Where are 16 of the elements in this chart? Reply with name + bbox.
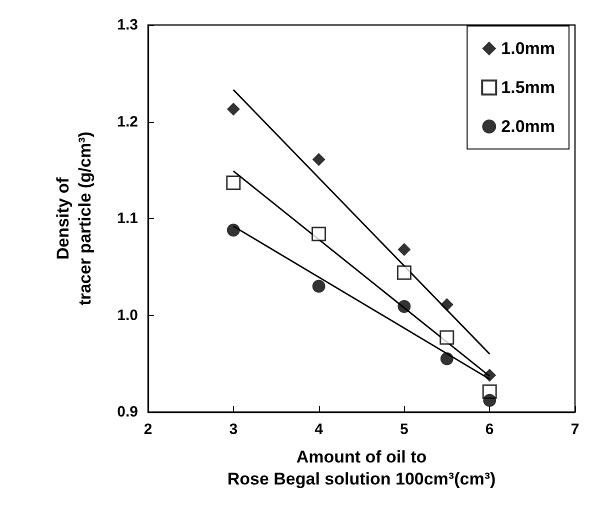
legend-label: 2.0mm — [501, 117, 556, 136]
x-tick-label: 6 — [485, 421, 494, 438]
y-tick-label: 1.0 — [117, 306, 138, 324]
x-tick-label: 4 — [314, 421, 324, 438]
y-tick-label: 1.3 — [117, 16, 138, 34]
x-tick-label: 2 — [144, 421, 152, 438]
legend-label: 1.5mm — [501, 78, 556, 97]
x-axis-title: Amount of oil to Rose Begal solution 100cm³(cm³) — [227, 448, 496, 488]
y-tick-label: 0.9 — [117, 404, 138, 420]
y-tick-label: 1.2 — [117, 113, 138, 130]
y-axis-title: Density of tracer particle (g/cm³) — [54, 132, 94, 306]
legend-label: 1.0mm — [501, 39, 556, 58]
y-tick-label: 1.1 — [117, 210, 138, 227]
x-tick-label: 3 — [229, 421, 238, 438]
x-tick-label: 5 — [400, 421, 408, 438]
x-tick-label: 7 — [570, 421, 580, 438]
